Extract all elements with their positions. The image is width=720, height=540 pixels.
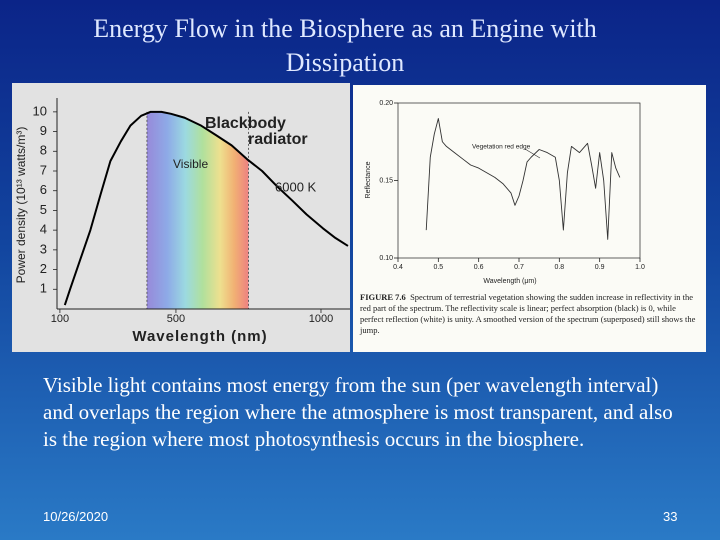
x-tick-label: 1000 — [309, 313, 333, 325]
y-tick-label: 3 — [40, 241, 47, 256]
x-tick-label: 1.0 — [635, 264, 645, 271]
x-tick-label: 500 — [167, 313, 185, 325]
y-tick-label: 1 — [40, 281, 47, 296]
x-tick-label: 100 — [51, 313, 69, 325]
x-tick-label: 0.5 — [433, 264, 443, 271]
x-tick-label: 0.4 — [393, 264, 403, 271]
x-tick-label: 0.7 — [514, 264, 524, 271]
x-axis-title: Wavelength (μm) — [483, 278, 536, 285]
annotation: radiator — [248, 131, 308, 148]
annotation: Visible — [173, 157, 208, 171]
y-tick-label: 2 — [40, 261, 47, 276]
y-tick-label: 5 — [40, 202, 47, 217]
y-tick-label: 0.15 — [379, 177, 393, 184]
x-axis-title: Wavelength (nm) — [132, 328, 267, 345]
y-tick-label: 6 — [40, 182, 47, 197]
slide-title: Energy Flow in the Biosphere as an Engin… — [93, 14, 597, 77]
y-tick-label: 9 — [40, 123, 47, 138]
caption-text: Spectrum of terrestrial vegetation showi… — [360, 292, 696, 335]
page-number: 33 — [663, 509, 678, 524]
x-tick-label: 0.9 — [595, 264, 605, 271]
footer-date: 10/26/2020 — [43, 509, 109, 524]
y-tick-label: 0.20 — [379, 100, 393, 107]
x-tick-label: 0.6 — [474, 264, 484, 271]
x-tick-label: 0.8 — [554, 264, 564, 271]
figure-caption: FIGURE 7.6 Spectrum of terrestrial veget… — [360, 292, 700, 336]
data-line — [63, 110, 349, 306]
annotation: 6000 K — [275, 179, 317, 194]
annotation: Blackbody — [205, 115, 286, 132]
annotation: Vegetation red edge — [472, 144, 531, 151]
body-text: Visible light contains most energy from … — [43, 373, 673, 451]
annotation-pointer — [524, 148, 541, 159]
y-axis-title: Power density (10¹³ watts/m³) — [14, 127, 28, 284]
y-tick-label: 10 — [33, 103, 47, 118]
y-axis-title: Reflectance — [365, 161, 372, 198]
y-tick-label: 8 — [40, 143, 47, 158]
y-tick-label: 0.10 — [379, 255, 393, 262]
caption-label: FIGURE 7.6 — [360, 292, 406, 302]
y-tick-label: 7 — [40, 162, 47, 177]
right-panel — [353, 85, 706, 352]
data-line — [425, 118, 621, 240]
y-tick-label: 4 — [40, 222, 47, 237]
